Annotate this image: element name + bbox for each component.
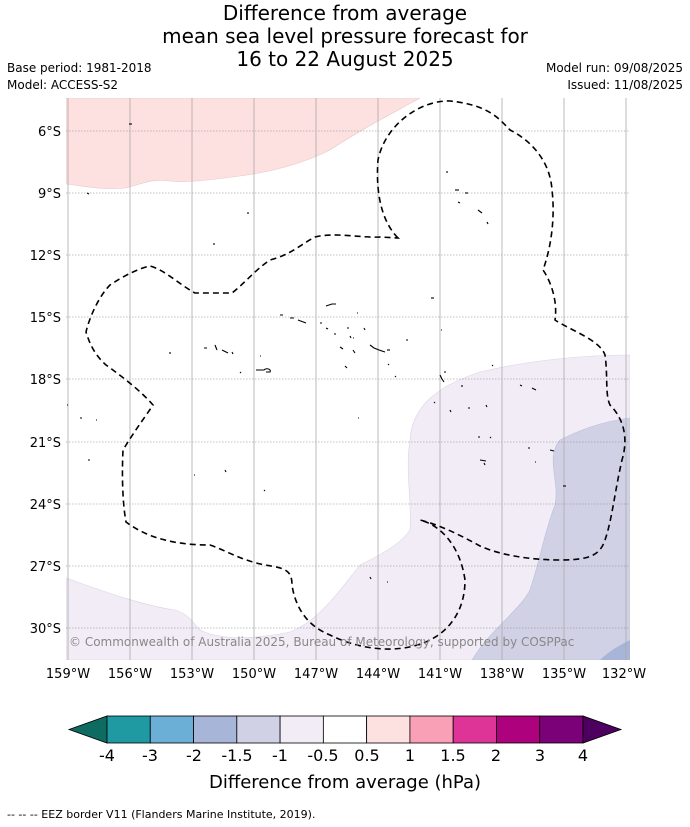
negative-anomaly-region-light (66, 354, 630, 660)
colorbar-extend-high (582, 715, 623, 744)
colorbar-cell (452, 715, 497, 744)
lat-label: 9°S (38, 187, 61, 202)
island (357, 312, 366, 331)
positive-anomaly-region (66, 98, 421, 189)
lon-label: 141°W (418, 667, 462, 682)
colorbar-tick: 0.5 (354, 746, 379, 765)
colorbar-tick-labels: -4 -3 -2 -1.5 -1 -0.5 0.5 1 1.5 2 3 4 (99, 746, 588, 765)
issued-date: Issued: 11/08/2025 (567, 78, 683, 92)
colorbar-tick: 2 (491, 746, 501, 765)
lon-label: 144°W (356, 667, 400, 682)
colorbar-cell (149, 715, 194, 744)
island (194, 417, 359, 492)
lat-label: 18°S (30, 373, 61, 388)
island (339, 346, 356, 354)
eez-border (85, 100, 626, 650)
island (461, 364, 537, 391)
model-run: Model run: 09/08/2025 (545, 61, 683, 75)
lon-label: 135°W (542, 667, 586, 682)
meta-right: Model run: 09/08/2025 Issued: 11/08/2025 (546, 60, 683, 94)
colorbar-tick: 1.5 (440, 746, 465, 765)
lon-label: 156°W (108, 667, 152, 682)
island (478, 436, 492, 439)
lon-label: 132°W (602, 667, 646, 682)
islands (67, 123, 566, 583)
lon-label: 153°W (170, 667, 214, 682)
colorbar-tick: 4 (578, 746, 588, 765)
colorbar-cells (67, 715, 623, 744)
lon-label: 138°W (480, 667, 524, 682)
latitude-labels: 6°S 9°S 12°S 15°S 18°S 21°S 24°S 27°S 30… (30, 125, 61, 637)
island (325, 303, 336, 307)
colorbar-cell (496, 715, 541, 744)
colorbar: -4 -3 -2 -1.5 -1 -0.5 0.5 1 1.5 2 3 4 Di… (67, 715, 623, 793)
colorbar-cell (409, 715, 454, 744)
island (439, 371, 446, 383)
colorbar-title: Difference from average (hPa) (209, 772, 481, 793)
island (204, 344, 234, 355)
island (239, 363, 397, 378)
island (433, 401, 488, 413)
colorbar-tick: -3 (142, 746, 158, 765)
copyright-notice: © Commonwealth of Australia 2025, Bureau… (69, 635, 574, 649)
negative-anomaly-region-medium (471, 417, 630, 660)
lon-label: 150°W (232, 667, 276, 682)
lat-label: 30°S (30, 622, 61, 637)
model-name: Model: ACCESS-S2 (7, 78, 119, 92)
lat-label: 27°S (30, 560, 61, 575)
island (479, 459, 536, 466)
colorbar-cell (193, 715, 238, 744)
colorbar-tick: 1 (405, 746, 415, 765)
negative-anomaly-region-deep (600, 640, 630, 660)
colorbar-cell (236, 715, 281, 744)
lat-label: 6°S (38, 125, 61, 140)
island (486, 221, 489, 225)
island (169, 352, 261, 357)
colorbar-tick: -1 (272, 746, 288, 765)
longitude-gridlines (67, 98, 627, 660)
colorbar-cell (539, 715, 584, 744)
colorbar-tick: -1.5 (221, 746, 252, 765)
lon-label: 159°W (46, 667, 90, 682)
colorbar-tick: -4 (99, 746, 115, 765)
title-line-2: mean sea level pressure forecast for (162, 24, 528, 48)
colorbar-cell (322, 715, 368, 744)
island (86, 192, 90, 195)
island (369, 344, 386, 353)
island (256, 368, 271, 373)
eez-border-legend: -- -- -- EEZ border V11 (Flanders Marine… (7, 808, 316, 821)
island (406, 329, 442, 341)
lat-label: 15°S (30, 311, 61, 326)
island (457, 201, 461, 204)
lon-label: 147°W (294, 667, 338, 682)
island (528, 447, 555, 452)
longitude-labels: 159°W 156°W 153°W 150°W 147°W 144°W 141°… (46, 667, 646, 682)
colorbar-cell (366, 715, 411, 744)
island (347, 327, 354, 339)
lat-label: 21°S (30, 436, 61, 451)
title-line-1: Difference from average (222, 1, 468, 25)
base-period: Base period: 1981-2018 (7, 61, 152, 75)
island (369, 576, 388, 583)
map-area: © Commonwealth of Australia 2025, Bureau… (66, 98, 630, 660)
title-line-3: 16 to 22 August 2025 (236, 47, 454, 71)
colorbar-tick: 3 (535, 746, 545, 765)
colorbar-tick: -2 (186, 746, 202, 765)
lat-label: 24°S (30, 498, 61, 513)
meta-left: Base period: 1981-2018 Model: ACCESS-S2 (7, 60, 152, 94)
island (280, 314, 307, 324)
island (477, 209, 483, 214)
island (67, 404, 97, 461)
colorbar-cell (106, 715, 151, 744)
colorbar-extend-low (67, 715, 108, 744)
latitude-gridlines (66, 130, 630, 629)
lat-label: 12°S (30, 249, 61, 264)
island (320, 322, 336, 335)
chart-title: Difference from average mean sea level p… (0, 2, 690, 71)
colorbar-tick: -0.5 (307, 746, 338, 765)
colorbar-cell (279, 715, 324, 744)
